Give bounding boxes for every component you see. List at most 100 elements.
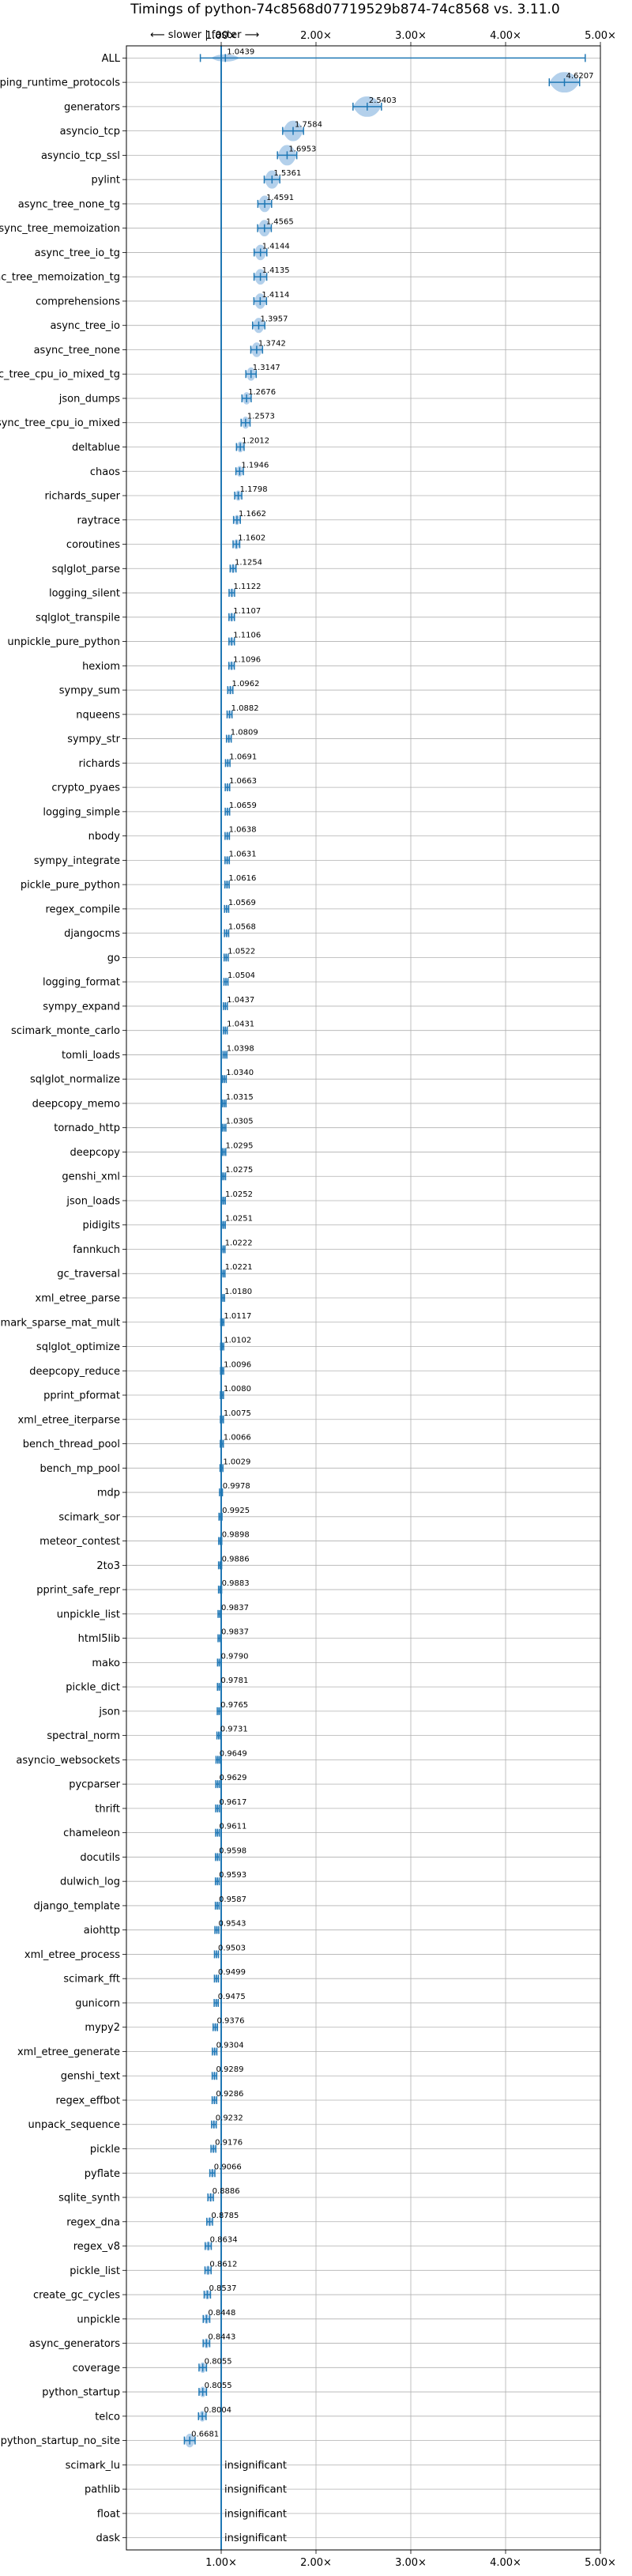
value-label: 0.9617 [219,1798,246,1807]
value-label: 4.6207 [566,72,593,81]
benchmark-label: crypto_pyaes [51,783,120,794]
value-label: 0.6681 [191,2431,219,2439]
benchmark-label: mdp [97,1488,120,1499]
benchmark-label: xml_etree_iterparse [17,1414,120,1426]
benchmark-label: generators [64,101,120,113]
value-label: 1.0437 [227,996,254,1005]
value-label: 1.3147 [253,364,280,372]
value-label: 1.0066 [224,1434,251,1443]
value-label: 1.0439 [227,47,254,56]
benchmark-label: tornado_http [54,1122,120,1134]
insignificant-label: insignificant [224,2533,287,2544]
benchmark-label: genshi_text [61,2071,120,2083]
benchmark-label: async_tree_memoization_tg [0,272,120,284]
value-label: 1.0431 [227,1020,254,1029]
value-label: 1.2012 [242,436,269,445]
benchmark-label: gc_traversal [57,1269,120,1280]
benchmark-label: comprehensions [36,296,120,307]
benchmark-label: sympy_integrate [34,855,120,867]
benchmark-label: dask [96,2533,120,2544]
benchmark-label: pycparser [69,1779,120,1791]
benchmark-label: logging_simple [43,806,120,818]
benchmark-label: sympy_expand [43,1001,120,1013]
benchmark-label: telco [95,2411,120,2423]
benchmark-label: pprint_pformat [43,1390,120,1402]
benchmark-label: bench_thread_pool [23,1439,120,1450]
value-label: 1.0504 [228,971,255,980]
value-label: 1.0222 [225,1239,253,1247]
value-label: 0.9790 [220,1652,248,1661]
value-label: 0.9286 [216,2090,243,2099]
benchmark-label: fannkuch [73,1244,120,1256]
benchmark-label: aiohttp [84,1925,120,1937]
value-label: 1.1096 [233,655,261,664]
value-label: 1.1122 [233,583,261,591]
benchmark-label: sqlglot_parse [52,564,120,575]
value-label: 0.9232 [216,2114,243,2123]
benchmark-label: async_tree_io_tg [35,247,120,259]
value-label: 1.2676 [248,388,276,397]
benchmark-label: richards_super [44,491,120,503]
x-tick-label-bottom: 1.00× [205,2557,237,2569]
value-label: 1.1107 [233,607,261,616]
benchmark-label: scimark_sparse_mat_mult [0,1317,120,1329]
value-label: 1.0029 [223,1458,250,1466]
x-tick-label-bottom: 5.00× [585,2557,616,2569]
value-label: 0.9176 [215,2139,243,2148]
value-label: 1.2573 [247,413,275,421]
value-label: 1.1602 [238,534,265,543]
value-label: 0.8004 [204,2406,231,2415]
benchmark-label: bench_mp_pool [40,1463,120,1475]
value-label: 0.9503 [218,1944,246,1952]
x-ticks: 1.00× 1.00× 2.00× 2.00× 3.00× 3.00× 4.00× 4.00×… [205,30,616,2569]
value-label: 1.4144 [262,242,290,251]
x-tick-label-top: 1.00× [205,30,237,42]
value-label: 0.8634 [210,2236,238,2245]
benchmark-label: pathlib [85,2484,120,2496]
value-label: 1.0663 [229,777,257,786]
benchmark-label: python_startup_no_site [1,2435,120,2447]
value-label: 0.9731 [220,1726,248,1734]
benchmark-label: async_tree_cpu_io_mixed_tg [0,369,120,381]
value-label: 0.9475 [218,1993,246,2001]
benchmark-label: meteor_contest [40,1536,120,1548]
value-label: 1.0809 [231,729,258,737]
benchmark-label: async_tree_io [50,320,120,332]
benchmark-label: scimark_sor [58,1511,120,1523]
benchmark-label: deltablue [72,442,120,454]
benchmark-label: regex_effbot [55,2095,120,2106]
benchmark-label: pyflate [85,2168,120,2180]
grid [126,46,601,2550]
value-label: 1.0315 [226,1093,254,1102]
benchmark-label: html5lib [78,1633,120,1645]
value-label: 1.0221 [225,1263,253,1272]
plot-frame [126,45,601,2551]
value-label: 1.0275 [225,1166,253,1175]
value-label: 1.5361 [273,169,301,178]
benchmark-label: async_tree_none_tg [18,198,120,210]
value-label: 0.8537 [209,2284,236,2293]
benchmark-label: typing_runtime_protocols [0,77,120,89]
value-label: 1.3742 [258,339,286,348]
benchmark-label: go [107,952,120,964]
value-label: 0.9837 [221,1628,249,1637]
value-label: 1.0638 [229,826,257,835]
value-label: 1.0631 [229,850,257,858]
benchmark-label: deepcopy_memo [32,1098,120,1110]
direction-label: ⟵ slower | faster ⟶ [150,29,259,41]
value-label: 1.0691 [229,752,257,761]
benchmark-label: ALL [102,53,121,65]
benchmark-label: genshi_xml [62,1171,120,1183]
x-tick-label-top: 2.00× [300,30,332,42]
benchmark-label: hexiom [82,661,120,673]
benchmark-label: pickle_list [70,2265,120,2277]
value-label: 0.9289 [216,2065,243,2074]
value-label: 1.0340 [226,1069,254,1077]
benchmark-label: pidigits [83,1220,121,1231]
benchmark-label: spectral_norm [47,1730,120,1742]
benchmark-label: djangocms [64,928,120,940]
benchmark-label: mypy2 [85,2022,120,2034]
benchmark-label: sympy_sum [59,685,120,697]
value-label: 1.0080 [224,1385,251,1394]
